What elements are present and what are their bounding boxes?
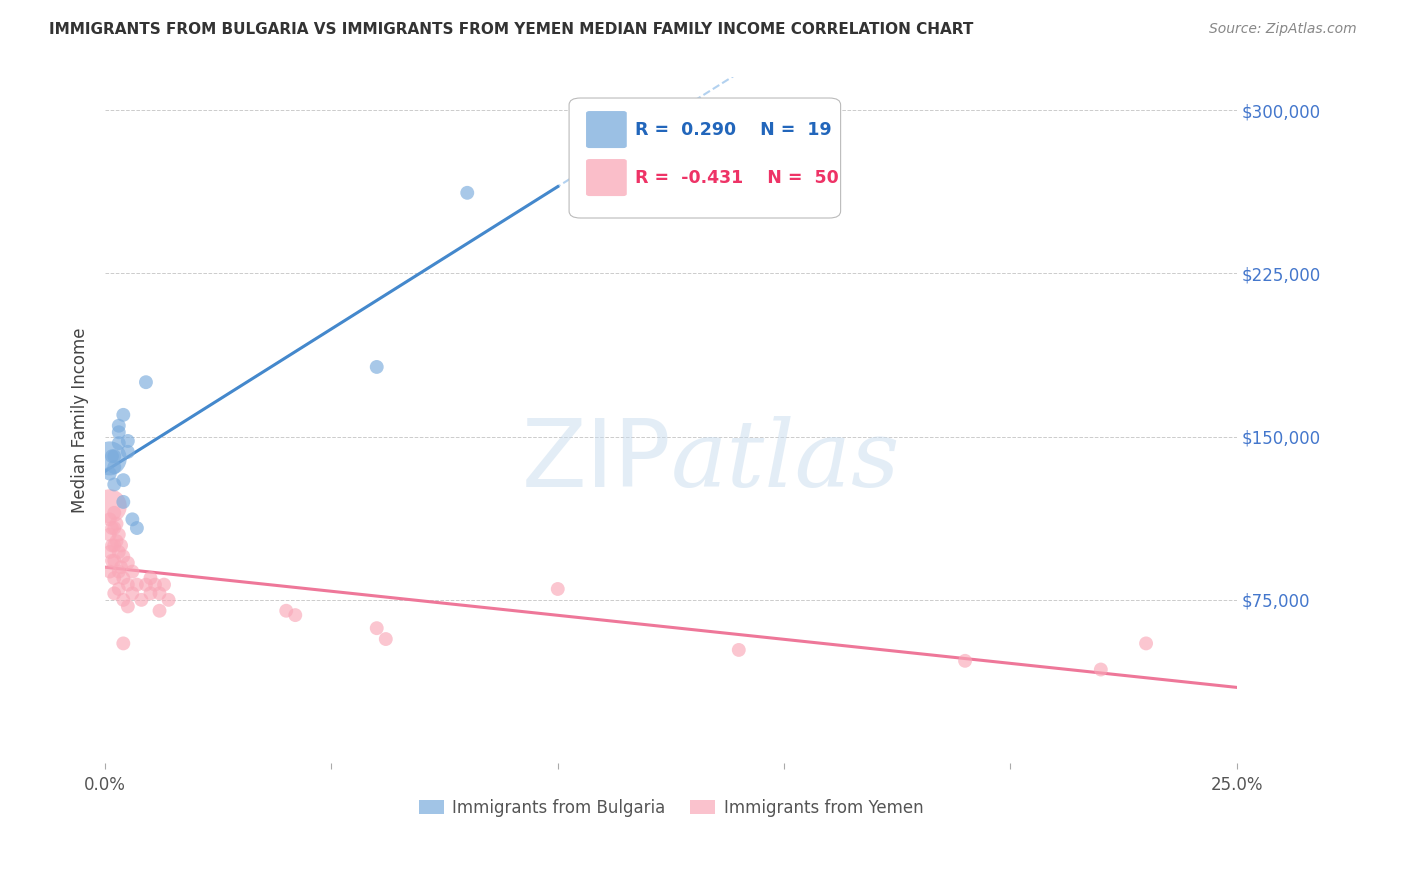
Text: R =  0.290    N =  19: R = 0.290 N = 19 [634, 120, 831, 138]
Point [117, 556, 139, 570]
Point [366, 359, 388, 374]
Point [366, 621, 388, 635]
Point [143, 577, 166, 591]
Point [148, 604, 170, 618]
Point [112, 495, 135, 509]
Text: IMMIGRANTS FROM BULGARIA VS IMMIGRANTS FROM YEMEN MEDIAN FAMILY INCOME CORRELATI: IMMIGRANTS FROM BULGARIA VS IMMIGRANTS F… [49, 22, 973, 37]
Point [121, 586, 143, 600]
Point [112, 592, 135, 607]
Point [103, 460, 125, 475]
Point [107, 582, 129, 596]
Point [121, 512, 143, 526]
Point [112, 636, 135, 650]
Point [1135, 636, 1157, 650]
Point [727, 643, 749, 657]
Point [117, 577, 139, 591]
Point [153, 577, 176, 591]
Point [103, 554, 125, 568]
Point [101, 538, 124, 552]
Point [98, 512, 121, 526]
Point [148, 586, 170, 600]
Point [284, 608, 307, 623]
Point [112, 571, 135, 585]
Point [112, 473, 135, 487]
Point [1090, 663, 1112, 677]
Point [110, 538, 132, 552]
Point [103, 586, 125, 600]
Point [121, 565, 143, 579]
FancyBboxPatch shape [586, 159, 627, 196]
Point [98, 527, 121, 541]
Point [139, 586, 162, 600]
FancyBboxPatch shape [569, 98, 841, 218]
Point [131, 592, 153, 607]
Point [98, 500, 121, 514]
Y-axis label: Median Family Income: Median Family Income [72, 327, 89, 513]
Point [374, 632, 396, 646]
Point [112, 408, 135, 422]
Text: R =  -0.431    N =  50: R = -0.431 N = 50 [634, 169, 838, 186]
Point [110, 560, 132, 574]
Point [117, 599, 139, 614]
Point [105, 534, 128, 549]
Point [101, 521, 124, 535]
Point [117, 445, 139, 459]
Point [103, 521, 125, 535]
Point [101, 554, 124, 568]
Text: Source: ZipAtlas.com: Source: ZipAtlas.com [1209, 22, 1357, 37]
Point [157, 592, 180, 607]
Point [547, 582, 569, 596]
Point [135, 375, 157, 389]
Text: atlas: atlas [671, 417, 900, 507]
Point [276, 604, 298, 618]
Point [101, 449, 124, 463]
Point [107, 565, 129, 579]
Point [98, 565, 121, 579]
Point [98, 451, 121, 466]
Point [103, 449, 125, 463]
Point [125, 577, 148, 591]
FancyBboxPatch shape [586, 111, 627, 148]
Point [139, 571, 162, 585]
Point [107, 425, 129, 440]
Point [107, 418, 129, 433]
Point [135, 577, 157, 591]
Legend: Immigrants from Bulgaria, Immigrants from Yemen: Immigrants from Bulgaria, Immigrants fro… [412, 792, 929, 823]
Point [103, 538, 125, 552]
Point [105, 516, 128, 531]
Point [98, 467, 121, 481]
Point [98, 545, 121, 559]
Point [456, 186, 478, 200]
Point [953, 654, 976, 668]
Point [117, 434, 139, 448]
Point [103, 477, 125, 491]
Point [103, 506, 125, 520]
Point [112, 549, 135, 564]
Point [107, 527, 129, 541]
Point [107, 436, 129, 450]
Point [103, 571, 125, 585]
Point [125, 521, 148, 535]
Point [107, 545, 129, 559]
Text: ZIP: ZIP [522, 416, 671, 508]
